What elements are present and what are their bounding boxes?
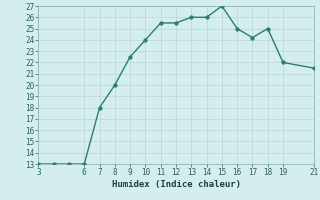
X-axis label: Humidex (Indice chaleur): Humidex (Indice chaleur) [111,180,241,189]
